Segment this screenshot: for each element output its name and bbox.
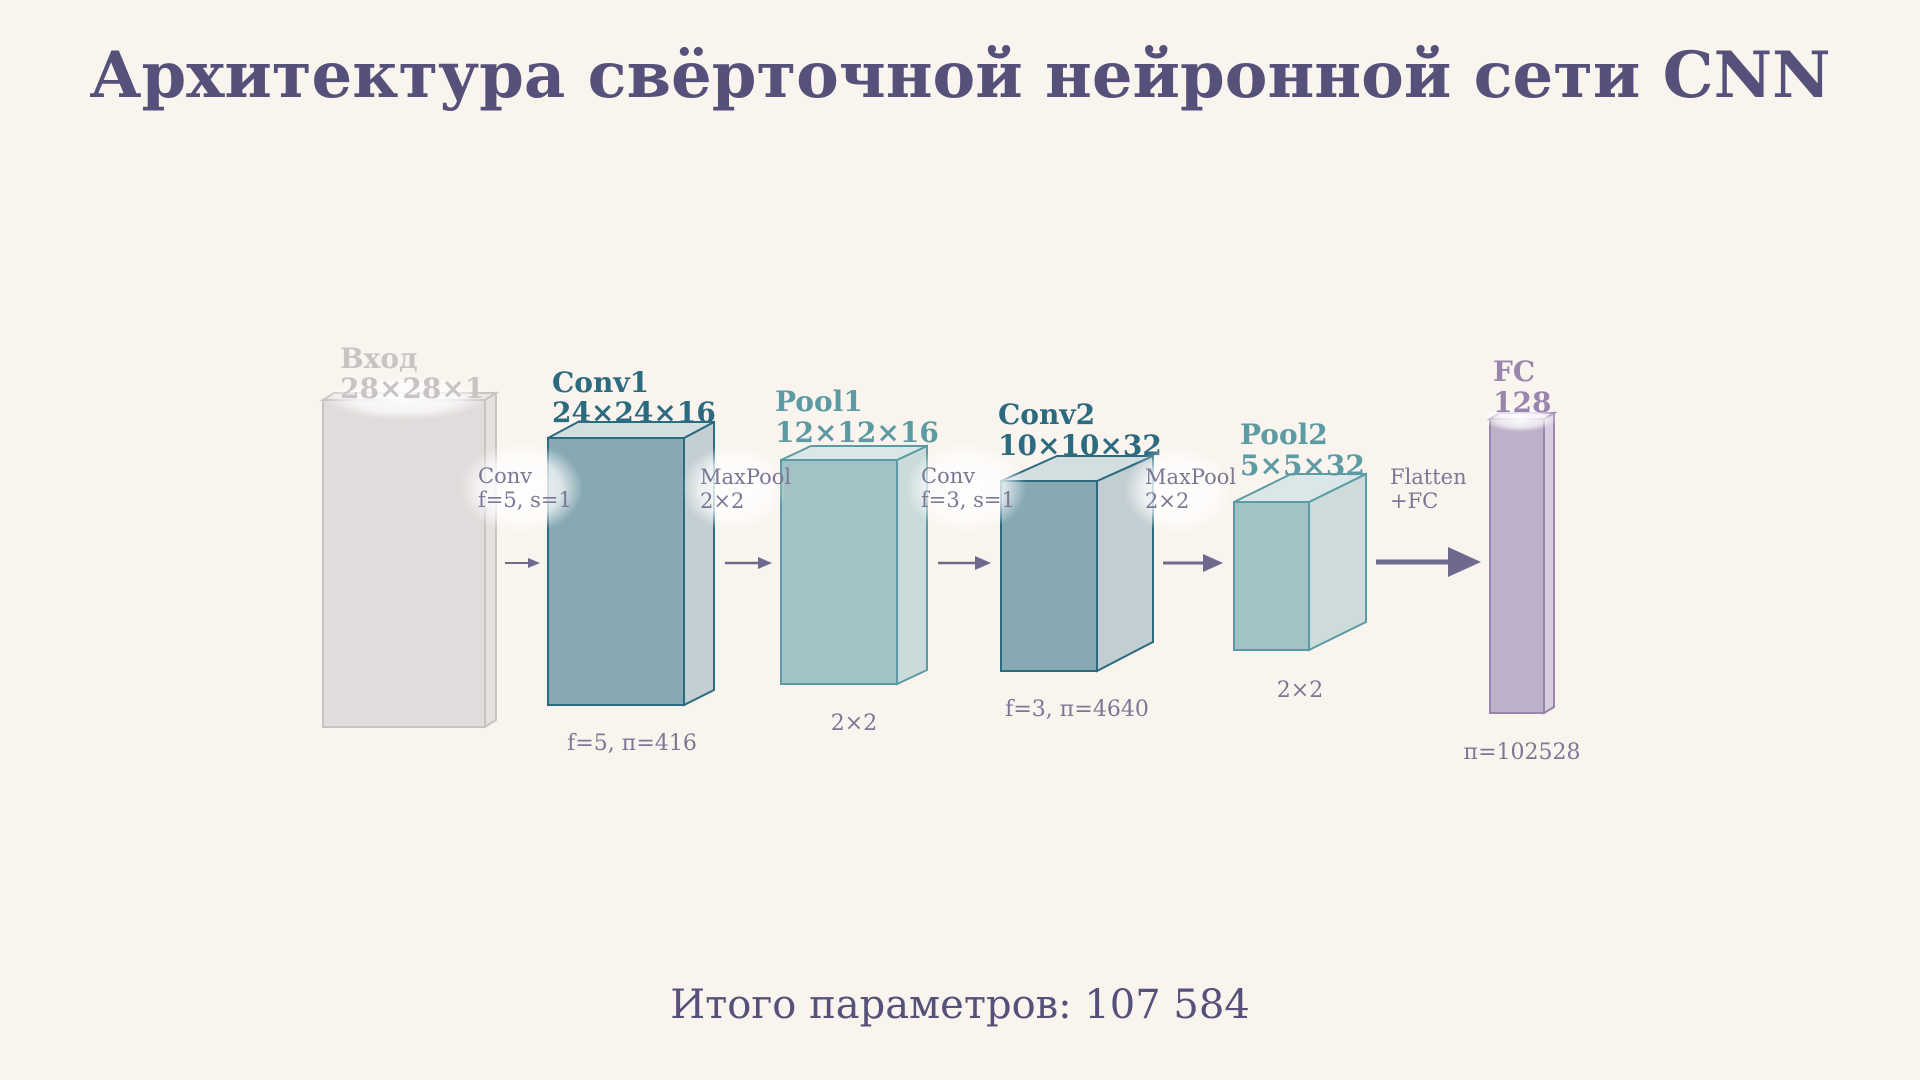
op-conv1: Conv f=5, s=1 [459,442,583,568]
pool1-dims: 12×12×16 [775,416,939,449]
op-pool2-line1: MaxPool [1145,465,1236,489]
conv1-params: f=5, п=416 [567,731,697,756]
fc-label-halo [1482,404,1558,432]
op-pool1: MaxPool 2×2 [682,444,791,569]
conv2-name: Conv2 [998,398,1095,431]
pool2-front-face [1233,501,1310,651]
pool2-name: Pool2 [1240,418,1328,451]
arrow-conv2-head [975,556,991,570]
fc-side-face [1543,411,1555,715]
op-conv2-halo [906,442,1026,534]
op-conv1-halo [459,442,583,534]
layer-pool1: Pool1 12×12×16 2×2 [775,385,939,736]
fc-name: FC [1493,355,1535,388]
op-flatten-line2: +FC [1390,489,1438,513]
layer-conv1: Conv1 24×24×16 f=5, п=416 [547,366,716,756]
pool2-side-face [1308,472,1367,652]
arrow-flatten-head [1448,547,1481,577]
op-conv1-line2: f=5, s=1 [478,488,572,512]
conv1-name: Conv1 [552,366,649,399]
input-front-face [322,399,486,728]
conv1-dims: 24×24×16 [552,396,716,429]
op-pool2-halo [1124,446,1232,534]
op-conv2-line2: f=3, s=1 [921,488,1015,512]
layer-fc: FC 128 п=102528 [1463,355,1580,765]
conv2-params: f=3, п=4640 [1005,697,1149,722]
conv2-front-face [1000,480,1098,672]
fc-front-face [1489,418,1545,714]
op-pool1-halo [682,444,786,532]
op-conv2: Conv f=3, s=1 [906,442,1026,570]
op-conv1-line1: Conv [478,464,532,488]
fc-params: п=102528 [1463,740,1580,765]
op-pool2: MaxPool 2×2 [1124,446,1236,572]
conv2-dims: 10×10×32 [998,429,1162,462]
op-flatten-line1: Flatten [1390,465,1467,489]
layer-conv2: Conv2 10×10×32 f=3, п=4640 [998,398,1162,722]
pool1-name: Pool1 [775,385,863,418]
pool1-kernel: 2×2 [831,711,877,736]
arrow-pool2-head [1203,554,1223,572]
op-pool1-line1: MaxPool [700,465,791,489]
arrow-pool1-head [758,557,772,569]
pool2-kernel: 2×2 [1277,678,1323,703]
op-pool1-line2: 2×2 [700,489,744,513]
layer-pool2: Pool2 5×5×32 2×2 [1233,418,1367,703]
page-title: Архитектура свёрточной нейронной сети CN… [89,38,1830,113]
arrow-conv1-head [528,558,540,568]
input-label-halo [325,376,485,420]
input-dims: 28×28×1 [340,372,484,405]
fc-dims: 128 [1493,386,1551,419]
input-side-face [484,391,497,729]
pool1-front-face [780,459,898,685]
layer-input: Вход 28×28×1 [319,342,500,729]
total-params: Итого параметров: 107 584 [670,982,1250,1028]
op-pool2-line2: 2×2 [1145,489,1189,513]
pool2-dims: 5×5×32 [1240,449,1365,482]
input-name: Вход [340,342,418,375]
op-conv2-line1: Conv [921,464,975,488]
op-flatten: Flatten +FC [1376,465,1481,577]
